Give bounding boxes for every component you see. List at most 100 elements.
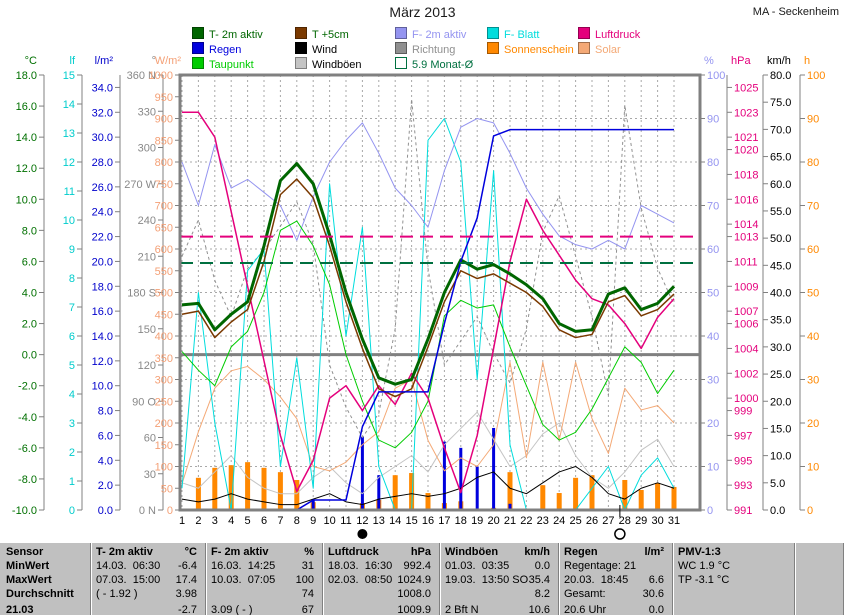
statistics-table: Sensor T- 2m aktiv °C F- 2m aktiv% Luftdruck… [0, 543, 845, 615]
bar-sonnenschein [573, 477, 579, 510]
table-header-unit: l/m² [644, 546, 664, 558]
day-label: 1 [179, 515, 185, 527]
axis-tick-label-kmh: 10.0 [770, 451, 791, 463]
axis-tick-label-lf: 11 [64, 186, 75, 198]
table-cell-value: 6.6 [648, 574, 664, 586]
table-header-pmv-1-3: PMV-1:3 [678, 546, 721, 558]
day-label: 31 [668, 515, 680, 527]
table-header-unit: % [304, 546, 314, 558]
day-label: 30 [651, 515, 663, 527]
bar-regen-t-glich [508, 503, 512, 510]
axis-tick-label-lm2: 2.0 [98, 480, 113, 492]
axis-tick-label-lm2: 14.0 [92, 331, 113, 343]
table-cell-value: 31 [301, 560, 314, 572]
axis-tick-label-h: 80 [807, 157, 819, 169]
series-luftdruck [182, 111, 675, 494]
axis-tick-label-lf: 15 [63, 70, 75, 82]
table-column-divider-highlight [91, 543, 92, 615]
bar-regen-t-glich [311, 500, 315, 510]
axis-tick-label-wm2: 650 [155, 222, 173, 234]
table-column-divider-highlight [559, 543, 560, 615]
bar-sonnenschein [261, 467, 267, 510]
axis-tick-label-deg: 0 N [139, 505, 156, 517]
axis-header-deg: ° [152, 55, 156, 67]
axis-tick-label-wm2: 250 [155, 396, 173, 408]
legend-label: Regen [209, 44, 242, 56]
axis-tick-label-pct: 60 [707, 244, 719, 256]
axis-header-lf: lf [70, 55, 76, 67]
bar-regen-t-glich [475, 466, 479, 510]
day-label: 29 [635, 515, 647, 527]
series-f-2m-aktiv [181, 118, 675, 250]
axis-tick-label-lf: 9 [69, 244, 75, 256]
legend-swatch-t-2m-aktiv [192, 27, 204, 39]
legend-item-5-9-monat: 5.9 Monat-Ø [395, 57, 473, 71]
axis-tick-label-hpa: 997 [734, 430, 752, 442]
legend-item-t-2m-aktiv: T- 2m aktiv [192, 27, 263, 41]
axis-tick-label-pct: 50 [707, 288, 719, 300]
bar-sonnenschein [409, 473, 415, 510]
table-header-luftdruck: Luftdruck [328, 546, 379, 558]
table-cell-value: -2.7 [178, 604, 197, 615]
axis-tick-label-h: 60 [807, 244, 819, 256]
axis-tick-label-lm2: 34.0 [92, 82, 113, 94]
bar-regen-t-glich [459, 447, 463, 510]
axis-tick-label-lf: 6 [69, 331, 75, 343]
legend-item-regen: Regen [192, 42, 242, 56]
bar-sonnenschein [671, 486, 677, 510]
legend-item-t-5cm: T +5cm [295, 27, 349, 41]
axis-tick-label-degC: -6.0 [18, 443, 37, 455]
table-cell-text: Gesamt: [564, 588, 606, 600]
axis-tick-label-kmh: 15.0 [770, 423, 791, 435]
table-cell-text: Regentage: 21 [564, 560, 637, 572]
axis-tick-label-degC: 6.0 [22, 256, 37, 268]
day-label: 24 [553, 515, 565, 527]
new-moon-icon [357, 529, 368, 539]
axis-tick-label-lm2: 6.0 [98, 430, 113, 442]
bar-sonnenschein [195, 477, 201, 510]
table-cell-text: 07.03. 15:00 [96, 574, 161, 586]
axis-tick-label-kmh: 50.0 [770, 233, 791, 245]
axis-tick-label-wm2: 700 [155, 201, 173, 213]
legend-item-windb-en: Windböen [295, 57, 362, 71]
legend-swatch-luftdruck [578, 27, 590, 39]
axis-tick-label-kmh: 45.0 [770, 260, 791, 272]
legend-item-f-blatt: F- Blatt [487, 27, 540, 41]
table-header-f-2m-aktiv: F- 2m aktiv [211, 546, 269, 558]
axis-tick-label-hpa: 1014 [734, 219, 758, 231]
table-column-divider [322, 543, 323, 615]
axis-tick-label-pct: 0 [707, 505, 713, 517]
table-column-divider [558, 543, 559, 615]
bar-regen-t-glich [377, 475, 381, 510]
day-label: 19 [471, 515, 483, 527]
table-cell-text: 19.03. 13:50 SO [445, 574, 529, 586]
axis-tick-label-degC: 8.0 [22, 225, 37, 237]
weather-chart: 18.016.014.012.010.08.06.04.02.00.0-2.0-… [12, 55, 825, 540]
axis-header-wm2: W/m² [155, 55, 182, 67]
axis-tick-label-kmh: 30.0 [770, 342, 791, 354]
axis-tick-label-deg: 270 W [124, 179, 156, 191]
axis-tick-label-pct: 70 [707, 201, 719, 213]
axis-tick-label-degC: 18.0 [16, 70, 37, 82]
table-cell-text: 18.03. 16:30 [328, 560, 393, 572]
axis-tick-label-wm2: 400 [155, 331, 173, 343]
bar-sonnenschein [622, 479, 628, 510]
axis-tick-label-pct: 40 [707, 331, 719, 343]
table-cell-value: -6.4 [178, 560, 197, 572]
legend-label: F- Blatt [504, 29, 540, 41]
bar-sonnenschein [425, 493, 431, 510]
bar-sonnenschein [294, 479, 300, 510]
legend-label: Taupunkt [209, 59, 254, 71]
legend-item-luftdruck: Luftdruck [578, 27, 640, 41]
axis-tick-label-degC: -8.0 [18, 474, 37, 486]
axis-tick-label-hpa: 1016 [734, 194, 758, 206]
axis-tick-label-degC: -2.0 [18, 381, 37, 393]
day-label: 5 [245, 515, 251, 527]
axis-header-pct: % [704, 55, 714, 67]
table-column-divider [794, 543, 795, 615]
table-cell-text: TP -3.1 °C [678, 574, 730, 586]
bar-regen-t-glich [442, 441, 446, 510]
table-cell-text: WC 1.9 °C [678, 560, 731, 572]
axis-tick-label-h: 50 [807, 288, 819, 300]
table-cell-value: 17.4 [175, 574, 197, 586]
